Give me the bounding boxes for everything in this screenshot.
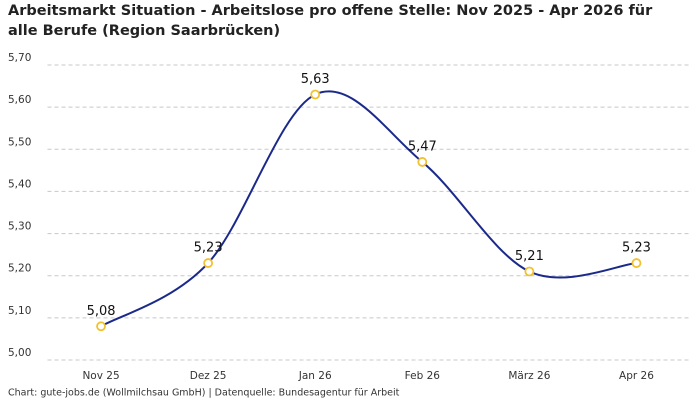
- data-point: [203, 258, 214, 268]
- y-tick-label: 5,20: [8, 263, 31, 275]
- data-point: [96, 321, 106, 332]
- x-tick-label: März 26: [508, 370, 550, 382]
- y-tick-label: 5,70: [8, 52, 31, 64]
- x-tick-label: Apr 26: [619, 370, 654, 382]
- data-label: 5,47: [408, 139, 437, 154]
- data-label: 5,23: [194, 241, 223, 256]
- data-line: [100, 90, 637, 328]
- x-tick-label: Jan 26: [298, 370, 332, 382]
- data-point: [310, 89, 321, 100]
- y-tick-label: 5,00: [8, 347, 31, 359]
- y-tick-label: 5,60: [8, 94, 31, 106]
- y-tick-label: 5,40: [8, 178, 31, 190]
- data-label: 5,21: [515, 249, 544, 264]
- chart-title: Arbeitsmarkt Situation - Arbeitslose pro…: [8, 3, 653, 39]
- x-tick-label: Feb 26: [405, 370, 441, 382]
- data-label: 5,23: [622, 241, 651, 256]
- y-tick-label: 5,50: [8, 136, 31, 148]
- y-tick-label: 5,30: [8, 221, 31, 233]
- data-point: [417, 157, 428, 167]
- data-label: 5,08: [87, 304, 116, 319]
- data-label: 5,63: [301, 72, 330, 87]
- source-note: Chart: gute-jobs.de (Wollmilchsau GmbH) …: [8, 388, 400, 399]
- y-tick-label: 5,10: [8, 305, 31, 317]
- x-tick-label: Dez 25: [190, 370, 227, 382]
- data-point: [631, 258, 642, 268]
- data-point: [524, 266, 535, 277]
- x-tick-label: Nov 25: [82, 370, 119, 382]
